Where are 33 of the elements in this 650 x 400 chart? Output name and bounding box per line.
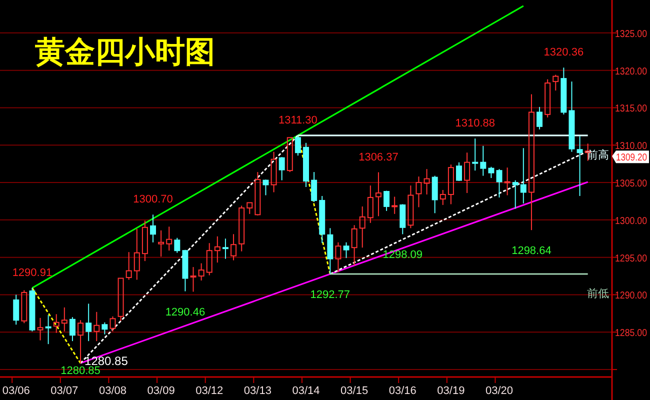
title: 黄金四小时图 bbox=[35, 36, 215, 69]
annotation: 1298.64 bbox=[512, 245, 552, 258]
y-tick-label: 1300.00 bbox=[615, 216, 650, 227]
annotation: 1280.85 bbox=[60, 365, 100, 378]
x-tick-label: 03/19 bbox=[437, 385, 465, 397]
annotation: 1320.36 bbox=[544, 46, 584, 59]
annotation: 1310.88 bbox=[455, 118, 495, 130]
y-tick-label: 1325.00 bbox=[615, 28, 650, 40]
y-tick-label: 1285.00 bbox=[615, 328, 650, 340]
x-tick-label: 03/15 bbox=[340, 385, 368, 397]
x-tick-label: 03/07 bbox=[50, 385, 78, 397]
annotation: 1290.91 bbox=[12, 266, 52, 279]
x-tick-label: 03/20 bbox=[485, 385, 514, 397]
x-tick-label: 03/13 bbox=[244, 385, 272, 397]
x-tick-label: 03/09 bbox=[147, 385, 175, 397]
x-tick-label: 03/12 bbox=[196, 385, 224, 397]
x-tick-label: 03/08 bbox=[98, 385, 126, 397]
x-tick-label: 03/16 bbox=[388, 385, 416, 397]
y-tick-label: 1310.00 bbox=[615, 141, 650, 152]
annotation: 1300.70 bbox=[133, 194, 173, 206]
y-tick-label: 1305.00 bbox=[615, 178, 650, 190]
last-price: 1309.20 bbox=[612, 150, 650, 164]
annotation: 1306.37 bbox=[358, 151, 398, 164]
annotation: 1311.30 bbox=[278, 114, 318, 126]
y-tick-label: 1315.00 bbox=[615, 104, 650, 115]
annotation: 1298.09 bbox=[382, 249, 423, 262]
y-tick-label: 1320.00 bbox=[615, 66, 650, 78]
annotation: 1290.46 bbox=[165, 306, 206, 318]
annotation: 1292.77 bbox=[310, 289, 350, 301]
y-tick-label: 1290.00 bbox=[615, 290, 650, 302]
x-tick-label: 03/14 bbox=[292, 385, 320, 397]
y-tick-label: 1295.00 bbox=[615, 253, 650, 264]
x-tick-label: 03/06 bbox=[2, 385, 30, 397]
